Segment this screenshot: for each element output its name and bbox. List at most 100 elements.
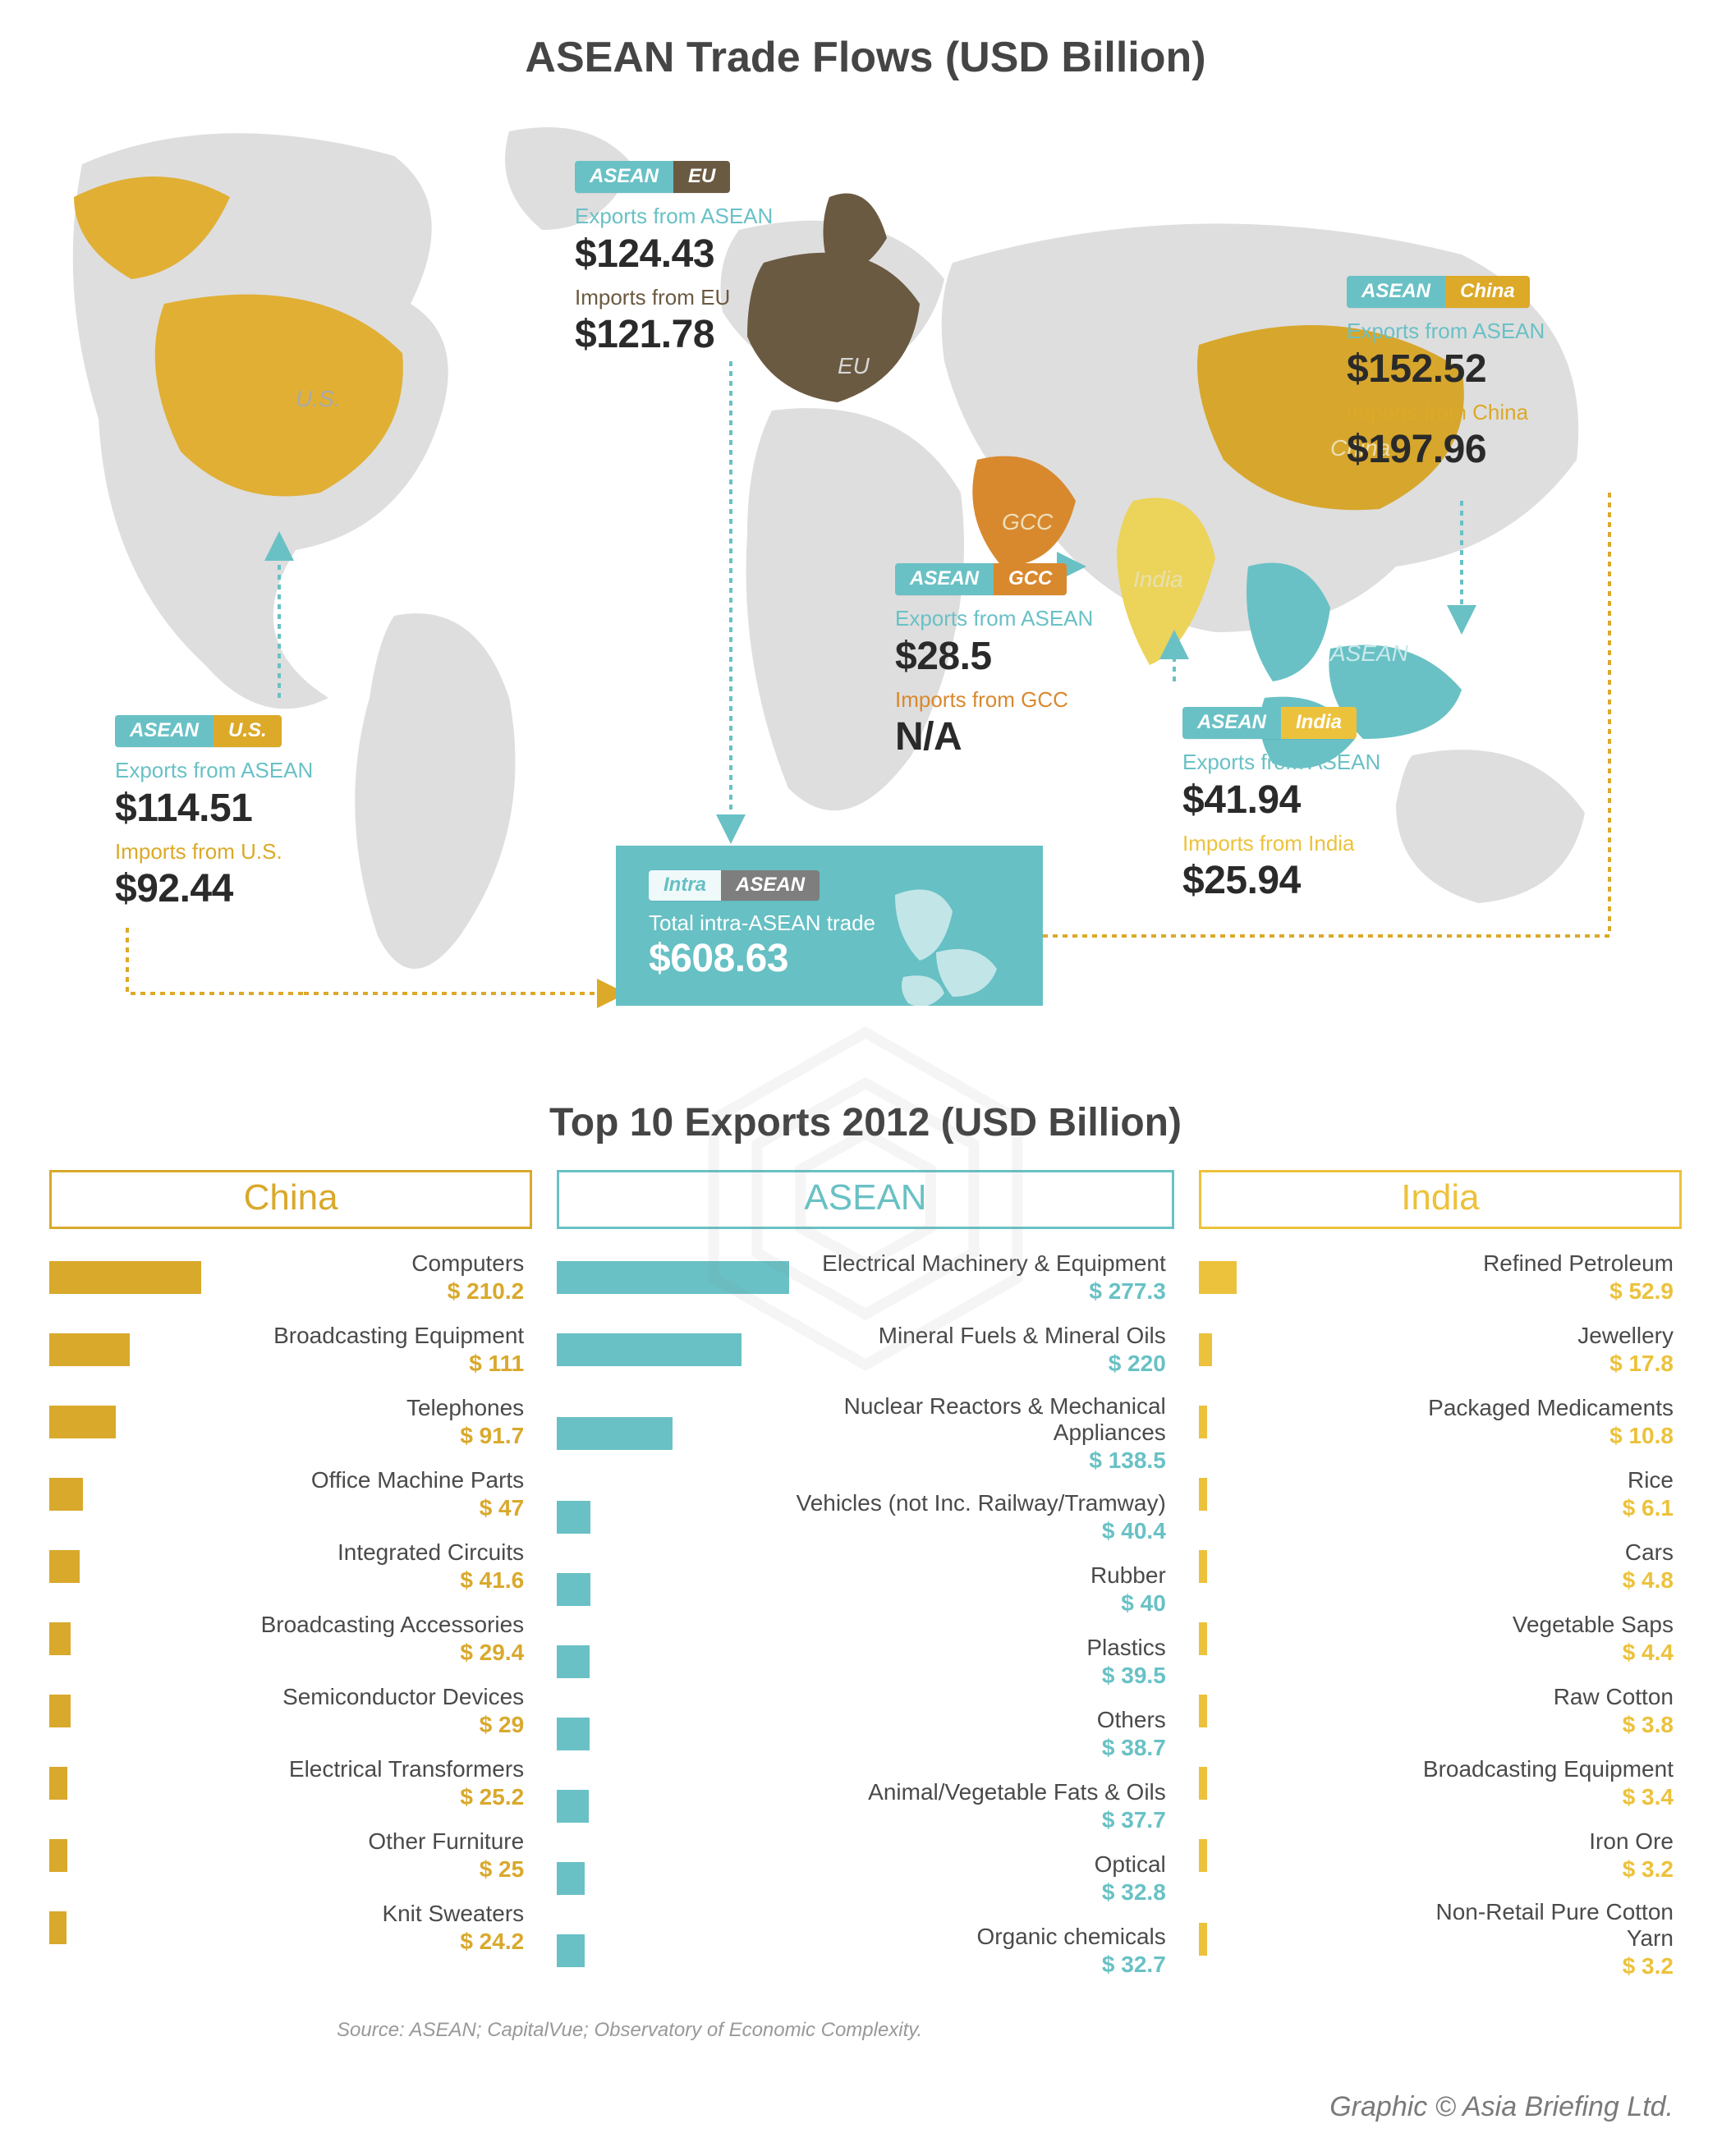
export-row: Nuclear Reactors & Mechanical Appliances… [557, 1393, 1174, 1474]
bar [49, 1261, 201, 1294]
export-row: Semiconductor Devices $ 29 [49, 1682, 532, 1740]
callout-gcc: ASEAN GCC Exports from ASEAN $28.5 Impor… [895, 562, 1158, 762]
label-cell: Cars $ 4.8 [1402, 1539, 1682, 1594]
imp-value: $121.78 [575, 310, 838, 360]
item-value: $ 24.2 [252, 1929, 524, 1955]
pill-asean: ASEAN [575, 161, 673, 193]
item-name: Plastics [792, 1635, 1166, 1661]
pill-partner: U.S. [214, 715, 282, 747]
export-row: Other Furniture $ 25 [49, 1827, 532, 1884]
bar [557, 1573, 590, 1606]
exp-label: Exports from ASEAN [1347, 318, 1609, 345]
item-name: Other Furniture [252, 1828, 524, 1855]
item-name: Vegetable Saps [1402, 1612, 1674, 1638]
bar-cell [1199, 1923, 1402, 1956]
item-name: Knit Sweaters [252, 1901, 524, 1927]
bar-cell [49, 1839, 252, 1872]
item-value: $ 3.2 [1402, 1856, 1674, 1883]
bar [557, 1718, 589, 1750]
imp-label: Imports from GCC [895, 686, 1158, 713]
item-name: Others [792, 1707, 1166, 1733]
main-title: ASEAN Trade Flows (USD Billion) [49, 33, 1682, 82]
bar [557, 1417, 673, 1450]
export-row: Integrated Circuits $ 41.6 [49, 1538, 532, 1595]
bar-cell [1199, 1478, 1402, 1511]
item-value: $ 4.8 [1402, 1567, 1674, 1594]
exp-label: Exports from ASEAN [895, 605, 1158, 632]
label-cell: Iron Ore $ 3.2 [1402, 1828, 1682, 1883]
bar-cell [557, 1645, 792, 1678]
export-row: Rice $ 6.1 [1199, 1466, 1682, 1523]
bar [49, 1333, 130, 1366]
bar [49, 1911, 67, 1944]
export-row: Broadcasting Accessories $ 29.4 [49, 1610, 532, 1667]
callout-gcc-pill: ASEAN GCC [895, 563, 1067, 595]
export-row: Optical $ 32.8 [557, 1850, 1174, 1907]
label-cell: Computers $ 210.2 [252, 1250, 532, 1305]
pill-asean: ASEAN [1347, 276, 1445, 308]
item-name: Broadcasting Equipment [252, 1323, 524, 1349]
intra-pill-a: Intra [649, 870, 721, 901]
bar-cell [1199, 1695, 1402, 1727]
bar [1199, 1406, 1207, 1438]
item-name: Rubber [792, 1562, 1166, 1589]
item-name: Integrated Circuits [252, 1539, 524, 1566]
bar [557, 1790, 588, 1823]
imp-label: Imports from China [1347, 399, 1609, 426]
callout-eu: ASEAN EU Exports from ASEAN $124.43 Impo… [575, 160, 838, 360]
column-header: China [49, 1170, 532, 1229]
bar-cell [49, 1261, 252, 1294]
export-row: Non-Retail Pure Cotton Yarn $ 3.2 [1199, 1899, 1682, 1979]
item-name: Electrical Transformers [252, 1756, 524, 1782]
bar [1199, 1923, 1207, 1956]
bar-cell [49, 1911, 252, 1944]
bar [49, 1622, 71, 1655]
item-name: Jewellery [1402, 1323, 1674, 1349]
bar-cell [49, 1550, 252, 1583]
label-cell: Telephones $ 91.7 [252, 1395, 532, 1449]
callout-eu-pill: ASEAN EU [575, 161, 730, 193]
label-cell: Integrated Circuits $ 41.6 [252, 1539, 532, 1594]
item-value: $ 3.4 [1402, 1784, 1674, 1810]
bar-cell [49, 1767, 252, 1800]
item-name: Non-Retail Pure Cotton Yarn [1402, 1899, 1674, 1952]
bar-cell [49, 1622, 252, 1655]
bar-cell [1199, 1839, 1402, 1872]
bar [1199, 1550, 1207, 1583]
bar-cell [49, 1406, 252, 1438]
item-value: $ 38.7 [792, 1735, 1166, 1761]
intra-pill: Intra ASEAN [649, 870, 820, 901]
callout-china-pill: ASEAN China [1347, 276, 1530, 308]
bar-cell [1199, 1767, 1402, 1800]
item-name: Semiconductor Devices [252, 1684, 524, 1710]
bar [1199, 1622, 1207, 1655]
label-cell: Broadcasting Equipment $ 3.4 [1402, 1756, 1682, 1810]
item-value: $ 210.2 [252, 1278, 524, 1305]
trade-flow-map: U.S. EU GCC India China ASEAN ASEAN U.S.… [49, 107, 1682, 1076]
callout-china: ASEAN China Exports from ASEAN $152.52 I… [1347, 275, 1609, 475]
bar [1199, 1261, 1237, 1294]
item-name: Broadcasting Accessories [252, 1612, 524, 1638]
export-row: Packaged Medicaments $ 10.8 [1199, 1393, 1682, 1451]
label-cell: Broadcasting Accessories $ 29.4 [252, 1612, 532, 1666]
label-cell: Knit Sweaters $ 24.2 [252, 1901, 532, 1955]
pill-partner: China [1445, 276, 1530, 308]
export-row: Organic chemicals $ 32.7 [557, 1922, 1174, 1979]
column-header: India [1199, 1170, 1682, 1229]
export-row: Broadcasting Equipment $ 111 [49, 1321, 532, 1378]
bar [49, 1550, 80, 1583]
item-name: Raw Cotton [1402, 1684, 1674, 1710]
export-row: Refined Petroleum $ 52.9 [1199, 1249, 1682, 1306]
bar-cell [49, 1478, 252, 1511]
label-cell: Nuclear Reactors & Mechanical Appliances… [792, 1393, 1174, 1474]
export-col-china: China Computers $ 210.2 Broadcasting Equ… [49, 1170, 532, 1994]
item-name: Vehicles (not Inc. Railway/Tramway) [792, 1490, 1166, 1516]
item-name: Animal/Vegetable Fats & Oils [792, 1779, 1166, 1805]
label-cell: Non-Retail Pure Cotton Yarn $ 3.2 [1402, 1899, 1682, 1979]
label-cell: Jewellery $ 17.8 [1402, 1323, 1682, 1377]
item-name: Optical [792, 1851, 1166, 1878]
bar [557, 1501, 590, 1534]
label-cell: Animal/Vegetable Fats & Oils $ 37.7 [792, 1779, 1174, 1833]
bar-cell [1199, 1406, 1402, 1438]
map-label-us: U.S. [296, 386, 340, 412]
